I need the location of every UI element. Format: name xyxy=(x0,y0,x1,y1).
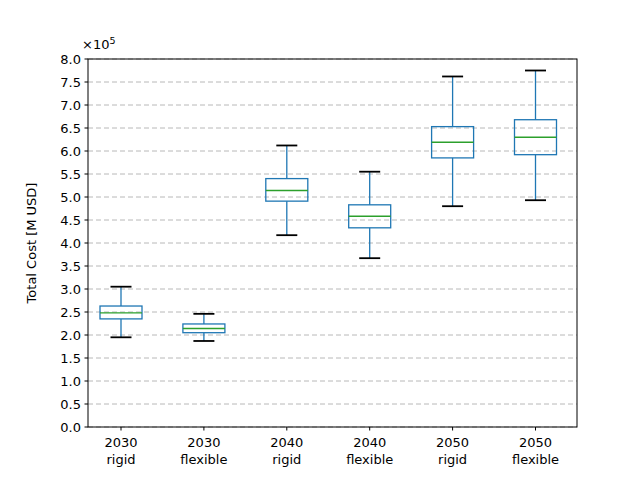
y-tick-label: 0.5 xyxy=(60,397,81,412)
figure-background xyxy=(0,0,640,480)
x-tick-label-year: 2040 xyxy=(270,435,303,450)
y-tick-label: 8.0 xyxy=(60,52,81,67)
y-tick-label: 5.0 xyxy=(60,190,81,205)
x-tick-label-variant: rigid xyxy=(106,452,135,467)
y-tick-label: 6.0 xyxy=(60,144,81,159)
y-tick-label: 2.0 xyxy=(60,328,81,343)
x-tick-label-year: 2050 xyxy=(436,435,469,450)
x-tick-label-variant: rigid xyxy=(438,452,467,467)
offset-exponent: 5 xyxy=(109,35,115,46)
boxplot-chart: 0.0 0.5 1.0 1.5 2.0 2.5 3.0 3.5 4.0 4.5 5.0 5.5 6.0 6… xyxy=(0,0,640,480)
offset-base: ×10 xyxy=(82,37,109,52)
y-tick-label: 3.5 xyxy=(60,259,81,274)
y-axis-label: Total Cost [M USD] xyxy=(24,183,39,305)
x-tick-label-year: 2030 xyxy=(104,435,137,450)
y-tick-label: 6.5 xyxy=(60,121,81,136)
x-tick-label-variant: flexible xyxy=(346,452,393,467)
y-tick-label: 7.0 xyxy=(60,98,81,113)
x-tick-label-variant: flexible xyxy=(512,452,559,467)
x-tick-label-year: 2030 xyxy=(187,435,220,450)
y-tick-label: 7.5 xyxy=(60,75,81,90)
x-tick-label-variant: rigid xyxy=(272,452,301,467)
y-tick-label: 4.5 xyxy=(60,213,81,228)
y-tick-label: 1.5 xyxy=(60,351,81,366)
boxplot-figure: 0.0 0.5 1.0 1.5 2.0 2.5 3.0 3.5 4.0 4.5 5.0 5.5 6.0 6… xyxy=(0,0,640,480)
y-tick-label: 0.0 xyxy=(60,420,81,435)
y-tick-label: 1.0 xyxy=(60,374,81,389)
y-tick-label: 3.0 xyxy=(60,282,81,297)
x-tick-label-year: 2040 xyxy=(353,435,386,450)
y-tick-label: 4.0 xyxy=(60,236,81,251)
y-tick-label: 2.5 xyxy=(60,305,81,320)
x-tick-label-year: 2050 xyxy=(519,435,552,450)
x-tick-label-variant: flexible xyxy=(180,452,227,467)
y-tick-label: 5.5 xyxy=(60,167,81,182)
